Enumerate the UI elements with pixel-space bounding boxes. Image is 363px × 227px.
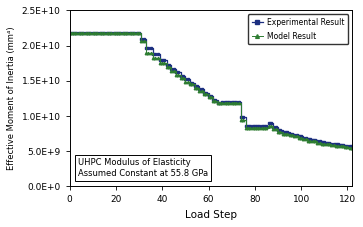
Experimental Result — [297, 135, 301, 138]
Experimental Result — [68, 32, 72, 34]
Model Result — [350, 146, 354, 149]
Experimental Result — [350, 145, 354, 148]
Experimental Result — [148, 47, 153, 50]
Model Result — [190, 83, 195, 86]
Experimental Result — [100, 32, 104, 34]
Model Result — [68, 32, 72, 34]
X-axis label: Load Step: Load Step — [185, 210, 237, 220]
Model Result — [297, 136, 301, 139]
Experimental Result — [348, 145, 352, 148]
Experimental Result — [95, 32, 99, 34]
Text: UHPC Modulus of Elasticity
Assumed Constant at 55.8 GPa: UHPC Modulus of Elasticity Assumed Const… — [78, 158, 208, 178]
Model Result — [83, 32, 88, 34]
Line: Experimental Result: Experimental Result — [68, 32, 353, 148]
Model Result — [100, 32, 104, 34]
Y-axis label: Effective Moment of Inertia (mm⁴): Effective Moment of Inertia (mm⁴) — [7, 27, 16, 170]
Model Result — [148, 51, 153, 54]
Model Result — [95, 32, 99, 34]
Model Result — [348, 146, 352, 149]
Experimental Result — [83, 32, 88, 34]
Line: Model Result: Model Result — [68, 32, 353, 149]
Experimental Result — [190, 81, 195, 84]
Legend: Experimental Result, Model Result: Experimental Result, Model Result — [248, 14, 348, 44]
